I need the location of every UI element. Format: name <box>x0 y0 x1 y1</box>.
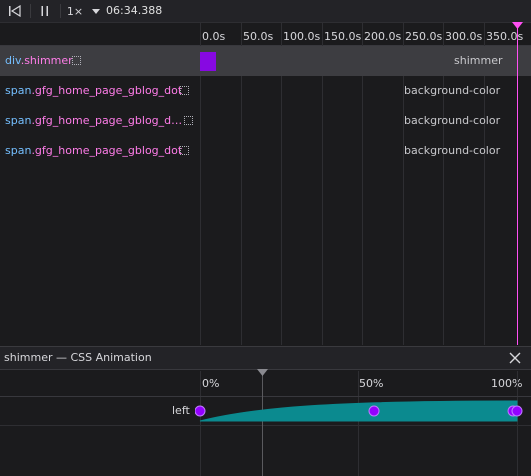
node-class: .shimmer <box>20 54 73 67</box>
animation-bar[interactable] <box>200 52 216 71</box>
detail-scrubber-handle-icon[interactable] <box>257 369 268 377</box>
detail-row-divider <box>0 425 531 426</box>
grid-line <box>517 371 518 476</box>
animation-name: background-color <box>404 84 501 97</box>
node-class: .gfg_home_page_gblog_dot <box>31 144 183 157</box>
grid-line <box>241 23 242 345</box>
pause-icon <box>41 6 48 16</box>
grid-line <box>358 371 359 476</box>
playback-rate-value: 1× <box>66 4 84 18</box>
target-node-label[interactable]: div.shimmer <box>5 46 73 76</box>
animation-row[interactable]: span.gfg_home_page_gblog_dot background-… <box>0 136 531 166</box>
select-node-icon[interactable] <box>72 56 81 65</box>
progress-tick-label: 0% <box>202 377 220 390</box>
timeline-scrubber-line[interactable] <box>517 23 518 345</box>
tick-label: 100.0s <box>283 30 321 43</box>
pause-button[interactable] <box>34 0 56 22</box>
current-time: 06:34.388 <box>106 4 163 17</box>
grid-line <box>281 23 282 345</box>
tick-label: 50.0s <box>243 30 274 43</box>
toolbar-separator <box>60 4 61 18</box>
node-class: .gfg_home_page_gblog_d… <box>31 114 183 127</box>
keyframe-dot[interactable] <box>195 405 206 417</box>
grid-line <box>362 23 363 345</box>
tick-label: 150.0s <box>324 30 362 43</box>
animation-toolbar: 1× 06:34.388 <box>0 0 531 22</box>
animation-name: background-color <box>404 144 501 157</box>
keyframe-curve <box>195 400 523 422</box>
playback-rate-select[interactable]: 1× <box>62 0 106 22</box>
close-icon <box>509 352 521 364</box>
tick-label: 250.0s <box>405 30 443 43</box>
tick-label: 0.0s <box>202 30 226 43</box>
property-name: left <box>172 404 190 417</box>
progress-tick-label: 100% <box>491 377 523 390</box>
chevron-down-icon <box>92 9 101 14</box>
animation-row[interactable]: span.gfg_home_page_gblog_dot background-… <box>0 76 531 106</box>
select-node-icon[interactable] <box>180 86 189 95</box>
close-detail-button[interactable] <box>506 347 524 369</box>
tick-label: 350.0s <box>486 30 524 43</box>
target-node-label[interactable]: span.gfg_home_page_gblog_dot <box>5 76 182 106</box>
target-node-label[interactable]: span.gfg_home_page_gblog_d… <box>5 106 182 136</box>
progress-tick-label: 50% <box>359 377 384 390</box>
grid-line <box>322 23 323 345</box>
grid-line <box>403 23 404 345</box>
node-tag: span <box>5 114 32 127</box>
keyframe-dot[interactable] <box>511 405 523 417</box>
select-node-icon[interactable] <box>180 146 189 155</box>
animation-row-shimmer[interactable]: div.shimmer shimmer <box>0 46 531 76</box>
detail-row-divider <box>0 396 531 397</box>
target-node-label[interactable]: span.gfg_home_page_gblog_dot <box>5 136 182 166</box>
animation-name: background-color <box>404 114 501 127</box>
select-node-icon[interactable] <box>184 116 193 125</box>
grid-line <box>443 23 444 345</box>
toolbar-separator <box>30 4 31 18</box>
tick-label: 300.0s <box>445 30 483 43</box>
detail-scrubber-line[interactable] <box>262 371 263 476</box>
grid-line <box>484 23 485 345</box>
rewind-icon <box>9 5 21 17</box>
node-tag: span <box>5 144 32 157</box>
node-tag: div <box>5 54 21 67</box>
animation-detail-header: shimmer — CSS Animation <box>0 346 531 370</box>
scrubber-handle-icon[interactable] <box>512 22 523 30</box>
timeline-header[interactable]: 0.0s 50.0s 100.0s 150.0s 200.0s 250.0s 3… <box>0 22 531 46</box>
keyframe-dot[interactable] <box>368 405 380 417</box>
grid-line <box>200 23 201 345</box>
detail-title: shimmer — CSS Animation <box>4 351 152 364</box>
animation-name: shimmer <box>454 54 503 67</box>
rewind-button[interactable] <box>4 0 26 22</box>
animation-row[interactable]: span.gfg_home_page_gblog_d… background-c… <box>0 106 531 136</box>
tick-label: 200.0s <box>364 30 402 43</box>
node-tag: span <box>5 84 32 97</box>
node-class: .gfg_home_page_gblog_dot <box>31 84 183 97</box>
grid-line <box>200 371 201 476</box>
